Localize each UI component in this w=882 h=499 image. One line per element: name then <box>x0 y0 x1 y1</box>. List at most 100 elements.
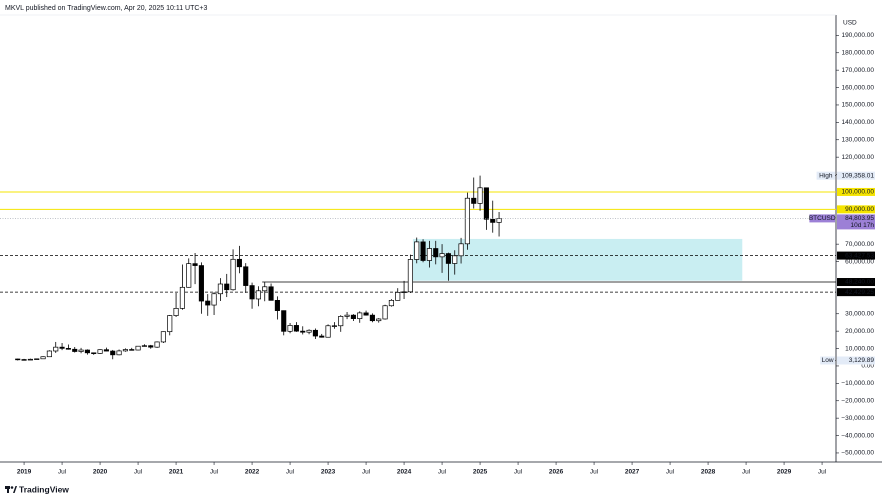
candle-body <box>27 358 33 361</box>
badge-value-bg <box>837 214 875 230</box>
level-badge <box>837 288 875 297</box>
candle-body <box>338 316 344 327</box>
x-tick-label: 2026 <box>549 469 564 476</box>
candle-body <box>34 358 40 360</box>
level-label: 100,000.00 <box>841 189 874 196</box>
badge-value: 3,129.89 <box>849 357 875 364</box>
x-tick-label: Jul <box>514 469 523 476</box>
candle-body <box>249 285 255 300</box>
candle-body <box>205 300 211 306</box>
x-tick-label: Jul <box>590 469 599 476</box>
candle-body <box>458 243 464 257</box>
badge-label: BTCUSD <box>809 215 836 222</box>
badge-value: 109,358.01 <box>841 172 874 179</box>
candle-body <box>154 341 160 348</box>
candle-body <box>40 356 46 360</box>
candle-body <box>186 263 192 288</box>
y-tick-label: −30,000.00 <box>841 415 874 422</box>
candle-body <box>255 290 261 300</box>
badge-label: Low <box>822 357 834 364</box>
candle-body <box>148 345 154 348</box>
y-tick-label: −40,000.00 <box>841 432 874 439</box>
candle-body <box>15 358 21 361</box>
candle-body <box>490 218 496 223</box>
candle-body <box>59 346 65 349</box>
level-label: 48,240.00 <box>845 279 874 286</box>
badge-label: High <box>819 172 833 179</box>
candle-body <box>224 283 230 291</box>
x-tick-label: 2019 <box>17 469 32 476</box>
badge-value-bg <box>837 356 875 365</box>
x-tick-label: 2027 <box>625 469 640 476</box>
y-tick-label: −20,000.00 <box>841 397 874 404</box>
candle-body <box>369 314 375 322</box>
candle-body <box>262 286 268 292</box>
x-tick-label: Jul <box>438 469 447 476</box>
candle-body <box>414 241 420 260</box>
y-tick-label: 150,000.00 <box>841 102 874 109</box>
candle-body <box>97 349 103 354</box>
candle-body <box>230 258 236 291</box>
candle-body <box>192 263 198 266</box>
x-tick-label: Jul <box>210 469 219 476</box>
candle-body <box>464 197 470 245</box>
currency: USD <box>843 20 857 27</box>
candle-body <box>388 300 394 307</box>
candle-body <box>53 346 59 352</box>
candle-body <box>198 265 204 302</box>
badge-value: 84,803.95 <box>845 215 874 222</box>
level-badge <box>837 205 875 214</box>
candle-body <box>110 350 116 356</box>
level-badge <box>837 278 875 287</box>
logo <box>5 486 17 493</box>
header: MKVL published on TradingView.com, Apr 2… <box>5 5 208 12</box>
y-tick-label: 70,000.00 <box>845 241 874 248</box>
y-tick-label: 170,000.00 <box>841 67 874 74</box>
candle-body <box>357 312 363 319</box>
candle-body <box>312 329 318 337</box>
candle-body <box>72 348 78 352</box>
x-tick-label: 2028 <box>701 469 716 476</box>
y-tick-label: −50,000.00 <box>841 450 874 457</box>
zone-box <box>412 238 743 281</box>
candle-body <box>407 259 413 293</box>
x-tick-label: 2025 <box>473 469 488 476</box>
candle-body <box>452 255 458 264</box>
y-tick-label: 120,000.00 <box>841 154 874 161</box>
candle-body <box>135 345 141 351</box>
candle-body <box>103 349 109 352</box>
candle-body <box>319 335 325 338</box>
candle-body <box>344 314 350 317</box>
candle-body <box>91 352 97 354</box>
y-tick-label: 60,000.00 <box>845 258 874 265</box>
x-tick-label: 2022 <box>245 469 260 476</box>
y-tick-label: 20,000.00 <box>845 328 874 335</box>
candle-body <box>350 314 356 319</box>
y-tick-label: 190,000.00 <box>841 32 874 39</box>
candle-body <box>420 241 426 261</box>
candle-body <box>433 248 439 258</box>
x-tick-label: 2029 <box>777 469 792 476</box>
candle-body <box>445 253 451 264</box>
badge-label-bg <box>809 214 835 223</box>
candle-body <box>496 218 502 223</box>
candle-body <box>287 325 293 332</box>
candle-body <box>331 325 337 327</box>
y-tick-label: 0.00 <box>861 363 874 370</box>
candle-body <box>211 293 217 306</box>
x-tick-label: 2021 <box>169 469 184 476</box>
x-tick-label: 2023 <box>321 469 336 476</box>
candle-body <box>116 350 122 356</box>
badge-label-bg <box>816 171 835 180</box>
plot-area <box>0 175 836 361</box>
level-badge <box>837 251 875 260</box>
y-tick-label: 180,000.00 <box>841 49 874 56</box>
candle-body <box>306 329 312 333</box>
x-tick-label: Jul <box>58 469 67 476</box>
badge-value-bg <box>837 171 875 180</box>
candle-body <box>160 331 166 343</box>
level-label: 90,000.00 <box>845 206 874 213</box>
footer-brand: TradingView <box>19 484 69 494</box>
